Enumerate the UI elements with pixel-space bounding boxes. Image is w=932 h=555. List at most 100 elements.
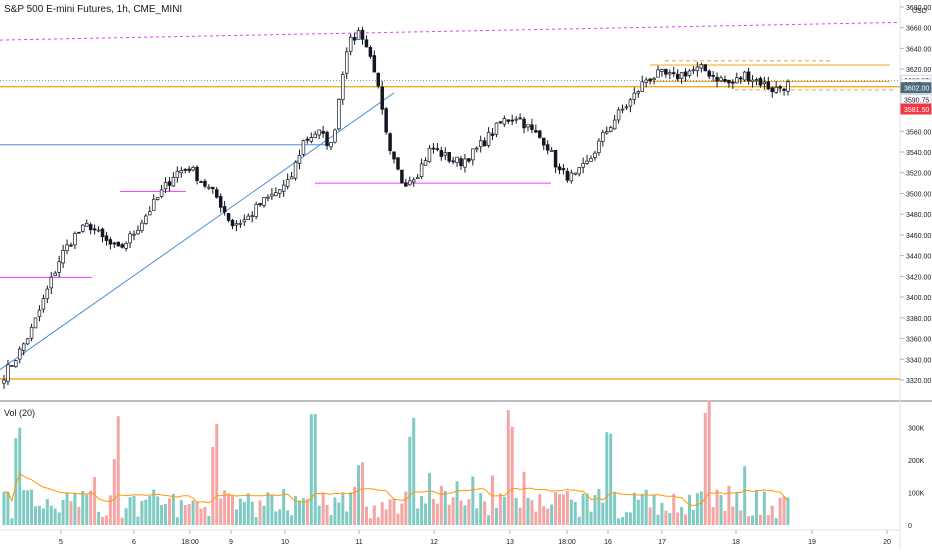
candle	[230, 219, 235, 227]
candle	[250, 215, 254, 218]
candle	[679, 72, 684, 79]
volume-bar	[546, 508, 550, 525]
candle	[742, 71, 747, 81]
candle	[415, 177, 420, 180]
candle	[195, 166, 199, 181]
volume-bar	[573, 501, 577, 525]
volume-bar	[227, 493, 231, 525]
volume-bar	[207, 515, 211, 525]
volume-bar	[231, 495, 235, 525]
candle	[108, 239, 113, 245]
volume-bar	[353, 486, 357, 525]
volume-bar	[215, 423, 219, 525]
price-tick-label: 3520.00	[906, 171, 931, 178]
candle	[18, 348, 22, 360]
candle	[400, 169, 404, 184]
candle	[589, 158, 593, 162]
candle	[356, 30, 361, 40]
candle	[427, 147, 432, 163]
volume-bar	[656, 514, 660, 525]
volume-bar	[278, 509, 282, 525]
volume-bar	[219, 498, 223, 525]
volume-ma	[3, 472, 789, 507]
candle	[92, 228, 97, 231]
volume-bar	[589, 511, 593, 525]
candle	[124, 243, 128, 249]
candle	[396, 157, 400, 170]
volume-bar	[609, 433, 613, 525]
volume-bar	[747, 516, 751, 525]
candle	[33, 317, 38, 329]
candle	[561, 168, 566, 171]
price-tag-box	[900, 103, 932, 115]
volume-bar	[514, 497, 518, 525]
candle	[163, 182, 168, 190]
candle	[636, 91, 641, 94]
price-axis[interactable]: 3680.003660.003640.003620.003600.003580.…	[900, 5, 931, 530]
volume-bar	[778, 497, 782, 525]
volume-bar	[333, 497, 337, 525]
candle	[569, 172, 574, 182]
volume-bar	[636, 499, 640, 525]
volume-bar	[498, 493, 502, 525]
horizontal-levels[interactable]	[0, 21, 900, 380]
volume-bar	[479, 492, 483, 525]
volume-bar	[617, 518, 621, 525]
candle	[167, 181, 172, 186]
volume-bar	[443, 490, 447, 525]
volume-bar	[93, 477, 97, 525]
candle	[585, 160, 589, 164]
candle	[132, 233, 136, 236]
volume-bar	[463, 505, 467, 525]
candle	[695, 66, 700, 72]
volume-bar	[191, 500, 195, 525]
candle	[597, 140, 601, 153]
candle	[384, 108, 388, 133]
volume-bar	[435, 503, 439, 525]
volume-bar	[424, 503, 428, 525]
candle	[675, 73, 680, 80]
time-tick-label: 18:00	[181, 539, 199, 546]
volume-bar	[711, 507, 715, 525]
candle	[222, 206, 227, 213]
volume-label: Vol (20)	[4, 408, 36, 418]
volume-bar	[203, 506, 207, 525]
volume-bar	[128, 497, 132, 525]
volume-bar	[628, 512, 632, 525]
candle	[723, 78, 727, 82]
time-axis[interactable]: 5 6 18:00 9 10 11 12 13 18:00 16 17 18 19 20	[59, 530, 891, 546]
volume-bar	[297, 500, 301, 525]
volume-bar	[345, 511, 349, 525]
volume-bar	[349, 492, 353, 525]
volume-bar	[18, 427, 22, 525]
candle	[53, 272, 57, 277]
candle	[281, 184, 286, 192]
candle	[482, 140, 487, 147]
candle	[171, 177, 176, 187]
candle	[191, 167, 195, 171]
volume-bar	[250, 501, 254, 525]
volume-bar	[585, 493, 589, 525]
volume-bar	[361, 462, 365, 525]
price-tick-label: 3680.00	[906, 5, 931, 12]
volume-bar	[124, 508, 128, 525]
volume-bar	[447, 504, 451, 525]
volume-bars	[2, 400, 790, 525]
volume-bar	[73, 492, 77, 525]
price-tag: 3602.00	[900, 82, 932, 94]
volume-bar	[518, 507, 522, 525]
candle	[144, 215, 148, 224]
volume-bar	[412, 417, 416, 525]
volume-bar	[132, 495, 136, 525]
candle	[735, 77, 739, 84]
candle	[73, 233, 77, 246]
trendline-magenta[interactable]	[0, 21, 898, 41]
volume-bar	[341, 493, 345, 525]
candle	[526, 124, 530, 128]
candle	[104, 235, 109, 241]
volume-bar	[294, 495, 298, 525]
price-tag: 3590.75	[900, 93, 932, 105]
volume-bar	[664, 510, 668, 525]
